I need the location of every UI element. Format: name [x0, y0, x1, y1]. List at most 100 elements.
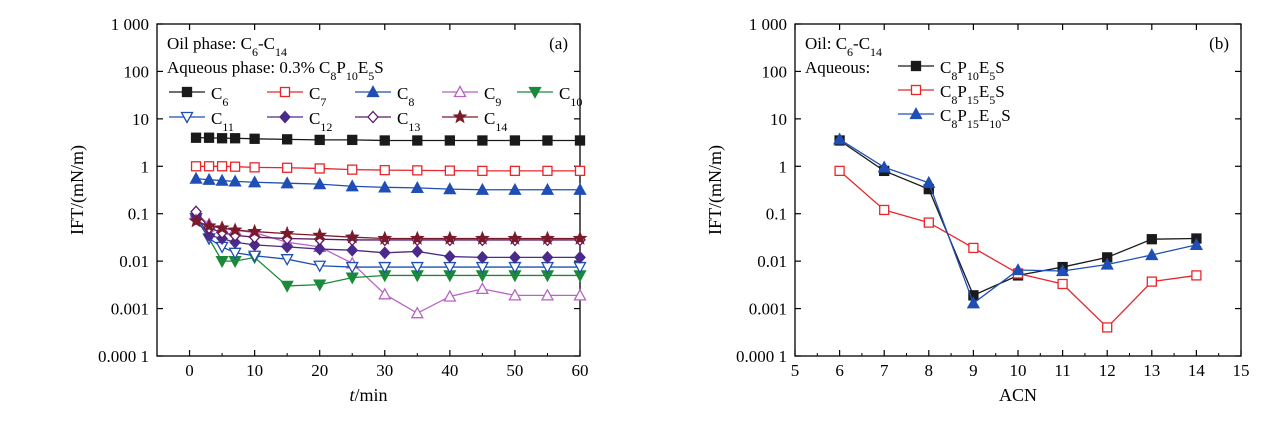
y-tick-label: 0.1: [766, 205, 787, 224]
data-point: [227, 222, 243, 237]
data-point: [509, 165, 521, 177]
data-point: [282, 162, 293, 173]
data-point: [574, 135, 586, 146]
data-point: [444, 135, 455, 146]
legend-item: C8P15E5S: [898, 82, 1005, 107]
data-point: [202, 172, 216, 185]
data-point: [313, 260, 327, 273]
data-point: [378, 287, 392, 300]
legend-item: C8P15E10S: [898, 106, 1011, 131]
data-point: [215, 173, 229, 186]
data-point: [280, 280, 294, 293]
y-tick-label: 1: [141, 157, 150, 176]
legend-label: C8P15E10S: [940, 106, 1011, 131]
data-point: [279, 225, 295, 240]
data-point: [313, 279, 327, 292]
y-tick-label: 0.001: [111, 300, 149, 319]
legend-item: C8: [355, 84, 414, 109]
data-point: [1191, 270, 1202, 281]
data-point: [541, 250, 554, 264]
data-point: [508, 288, 522, 301]
legend-label: C12: [309, 109, 332, 134]
data-point: [412, 165, 423, 176]
data-point: [444, 165, 455, 176]
series-C6: [190, 132, 586, 146]
x-tick-label: 40: [441, 361, 458, 380]
annotation-text: Oil phase: C6-C14: [167, 34, 287, 59]
y-tick-label: 100: [762, 62, 788, 81]
y-tick-label: 0.1: [128, 205, 149, 224]
legend-label: C14: [484, 109, 507, 134]
legend-marker: [366, 85, 380, 98]
y-tick-label: 1 000: [111, 15, 149, 34]
data-point: [409, 230, 425, 245]
legend-label: C10: [559, 84, 582, 109]
legend-item: C12: [267, 109, 332, 134]
y-tick-label: 1: [779, 157, 788, 176]
data-point: [443, 182, 457, 195]
data-point: [189, 171, 203, 184]
x-tick-label: 14: [1188, 361, 1206, 380]
data-point: [345, 261, 359, 274]
x-tick-label: 8: [925, 361, 934, 380]
y-axis-label: IFT/(mN/m): [705, 145, 726, 235]
data-point: [347, 134, 358, 146]
chart-panel-a: 0 10 20 30 40 50 60 1 000 100 10 1 0.1 0.01 0.001 0.00…: [67, 15, 589, 405]
x-tick-label: 15: [1233, 361, 1250, 380]
x-tick-label: 0: [185, 361, 194, 380]
y-tick-label: 0.01: [119, 252, 149, 271]
x-tick-label: 12: [1099, 361, 1116, 380]
y-tick-label: 100: [124, 62, 150, 81]
series-C8P15E5S: [834, 165, 1202, 333]
data-point: [442, 230, 458, 245]
legend-item: C6: [169, 84, 228, 109]
data-point: [1146, 276, 1157, 287]
data-point: [346, 243, 359, 257]
data-point: [1100, 257, 1114, 270]
data-point: [474, 230, 490, 245]
data-point: [314, 134, 325, 146]
y-tick-label: 0.000 1: [736, 347, 787, 366]
data-point: [834, 165, 845, 177]
x-axis-label: ACN: [999, 385, 1037, 405]
legend-label: C8P10E5S: [940, 58, 1005, 83]
data-point: [281, 240, 294, 254]
x-tick-label: 6: [835, 361, 844, 380]
data-point: [229, 235, 241, 249]
data-point: [540, 182, 555, 195]
data-point: [410, 306, 424, 319]
data-point: [378, 261, 392, 274]
data-point: [573, 182, 587, 195]
x-tick-label: 10: [1010, 361, 1027, 380]
data-point: [229, 133, 241, 144]
data-point: [573, 288, 587, 301]
data-point: [923, 217, 934, 228]
data-point: [203, 228, 215, 242]
data-point: [216, 161, 228, 172]
data-point: [507, 230, 523, 245]
data-point: [1146, 234, 1157, 245]
data-point: [1102, 322, 1113, 333]
data-point: [312, 227, 328, 242]
x-tick-label: 10: [246, 361, 263, 380]
data-point: [216, 133, 228, 144]
legend-label: C8: [397, 84, 414, 109]
annotation-text: Oil: C6-C14: [805, 34, 882, 59]
legend-label: C8P15E5S: [940, 82, 1005, 107]
data-point: [190, 161, 202, 172]
legend-label: C11: [211, 109, 234, 134]
y-tick-label: 0.01: [757, 252, 787, 271]
x-tick-label: 13: [1143, 361, 1160, 380]
data-point: [477, 165, 488, 177]
x-tick-label: 5: [791, 361, 800, 380]
data-point: [248, 175, 262, 188]
data-point: [1011, 263, 1025, 276]
data-point: [410, 261, 424, 274]
series-C7: [190, 161, 586, 177]
data-point: [1057, 278, 1068, 290]
data-point: [249, 162, 260, 173]
data-point: [379, 164, 390, 176]
x-tick-label: 9: [969, 361, 978, 380]
chart-panel-b: 5 6 7 8 9 10 11 12 13 14 15 1 000 100 10 1 0.1 0.01 0.001…: [705, 15, 1250, 405]
legend-item: C13: [355, 109, 420, 134]
